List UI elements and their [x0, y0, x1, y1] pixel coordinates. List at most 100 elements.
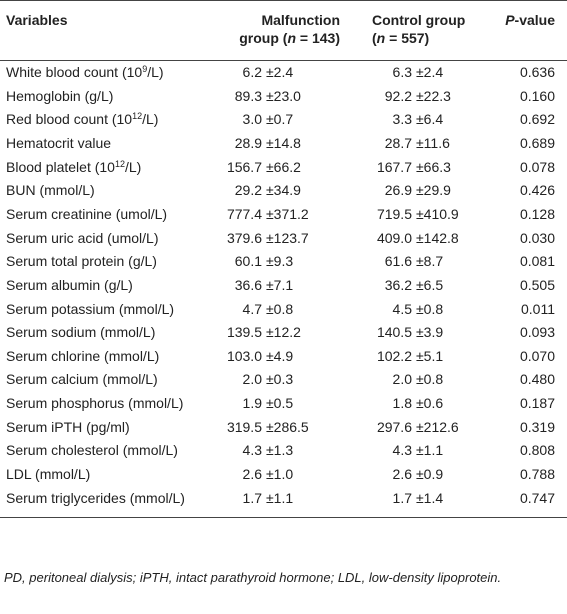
malfunction-sd: ±1.3 — [266, 442, 294, 459]
p-value: 0.692 — [519, 111, 555, 128]
control-sd: ±0.9 — [416, 466, 444, 483]
p-value: 0.505 — [519, 276, 555, 293]
malfunction-mean: 60.1 — [234, 253, 262, 270]
control-mean: 1.7 — [392, 489, 412, 506]
malfunction-sd: ±0.5 — [266, 395, 294, 412]
control-mean: 61.6 — [384, 253, 412, 270]
label-sup: 12 — [132, 111, 143, 122]
variable-label: Hemoglobin (g/L) — [6, 87, 113, 105]
control-sd: ±1.4 — [416, 489, 444, 506]
variable-label: Serum uric acid (umol/L) — [6, 229, 159, 247]
footnote: PD, peritoneal dialysis; iPTH, intact pa… — [4, 570, 502, 585]
control-sd: ±22.3 — [416, 87, 451, 104]
malfunction-mean: 379.6 — [226, 229, 262, 246]
malfunction-sd: ±23.0 — [266, 87, 301, 104]
malfunction-mean: 777.4 — [226, 205, 262, 222]
malfunction-sd: ±1.1 — [266, 489, 294, 506]
control-mean: 36.2 — [384, 276, 412, 293]
label-text: Serum potassium (mmol/L) — [6, 300, 175, 317]
control-sd: ±6.5 — [416, 276, 444, 293]
variable-label: BUN (mmol/L) — [6, 181, 95, 199]
rule-mid — [0, 60, 567, 61]
label-text: Hematocrit value — [6, 134, 112, 151]
malfunction-mean: 1.9 — [242, 395, 262, 412]
malfunction-sd: ±0.7 — [266, 111, 294, 128]
p-value: 0.160 — [519, 87, 555, 104]
control-mean: 4.3 — [392, 442, 412, 459]
control-sd: ±8.7 — [416, 253, 444, 270]
label-text: Serum phosphorus (mmol/L) — [6, 395, 184, 412]
control-sd: ±212.6 — [416, 418, 459, 435]
control-sd: ±29.9 — [416, 182, 451, 199]
p-value: 0.788 — [519, 466, 555, 483]
label-text: /L) — [142, 111, 159, 128]
control-mean: 1.8 — [392, 395, 412, 412]
malfunction-mean: 156.7 — [226, 158, 262, 175]
control-sd: ±1.1 — [416, 442, 444, 459]
p-value: 0.093 — [519, 324, 555, 341]
malfunction-sd: ±286.5 — [266, 418, 309, 435]
header-text: ( — [372, 30, 377, 46]
variable-label: White blood count (109/L) — [6, 63, 164, 81]
label-text: Serum chlorine (mmol/L) — [6, 347, 160, 364]
control-mean: 2.0 — [392, 371, 412, 388]
label-text: Serum calcium (mmol/L) — [6, 371, 158, 388]
variable-label: Blood platelet (1012/L) — [6, 158, 141, 176]
p-value: 0.128 — [519, 205, 555, 222]
control-mean: 4.5 — [392, 300, 412, 317]
label-sup: 9 — [142, 64, 148, 74]
control-mean: 26.9 — [384, 182, 412, 199]
label-sup: 12 — [114, 158, 125, 169]
label-text: White blood count (10 — [6, 64, 143, 80]
malfunction-mean: 139.5 — [226, 324, 262, 341]
p-value: 0.808 — [519, 442, 555, 459]
header-text: Malfunction — [261, 12, 340, 28]
malfunction-mean: 6.2 — [242, 64, 262, 80]
control-mean: 2.6 — [392, 466, 412, 483]
control-sd: ±410.9 — [416, 205, 459, 222]
control-sd: ±6.4 — [416, 111, 444, 128]
label-text: LDL (mmol/L) — [6, 466, 91, 483]
malfunction-mean: 2.6 — [242, 466, 262, 483]
control-mean: 167.7 — [376, 158, 412, 175]
malfunction-sd: ±34.9 — [266, 182, 301, 199]
variable-label: Serum calcium (mmol/L) — [6, 370, 158, 388]
header-text: group ( — [239, 30, 288, 46]
label-text: Serum creatinine (umol/L) — [6, 205, 168, 222]
header-text: n — [376, 30, 386, 46]
label-text: Serum iPTH (pg/ml) — [6, 418, 130, 435]
malfunction-mean: 4.7 — [242, 300, 262, 317]
header-control: Control group (n = 557) — [372, 11, 465, 47]
label-text: /L) — [124, 158, 142, 175]
variable-label: Serum total protein (g/L) — [6, 252, 157, 270]
malfunction-sd: ±371.2 — [266, 205, 309, 222]
p-value: 0.070 — [519, 347, 555, 364]
variable-label: Red blood count (1012/L) — [6, 110, 158, 128]
header-text: = 143) — [296, 30, 340, 46]
p-value: 0.426 — [519, 182, 555, 199]
header-text: n — [287, 30, 297, 46]
malfunction-mean: 103.0 — [226, 347, 262, 364]
variable-label: Serum albumin (g/L) — [6, 276, 133, 294]
label-text: Serum sodium (mmol/L) — [6, 324, 156, 341]
control-mean: 297.6 — [376, 418, 412, 435]
control-sd: ±5.1 — [416, 347, 444, 364]
label-text: /L) — [147, 64, 164, 80]
variable-label: Serum creatinine (umol/L) — [6, 205, 167, 223]
label-text: BUN (mmol/L) — [6, 182, 95, 199]
variable-label: Serum phosphorus (mmol/L) — [6, 394, 183, 412]
malfunction-sd: ±2.4 — [266, 64, 294, 80]
control-sd: ±11.6 — [416, 134, 450, 151]
label-text: Red blood count (10 — [6, 111, 133, 128]
malfunction-sd: ±0.3 — [266, 371, 294, 388]
malfunction-mean: 319.5 — [226, 418, 262, 435]
p-value: 0.081 — [519, 253, 555, 270]
malfunction-mean: 36.6 — [234, 276, 262, 293]
label-text: Hemoglobin (g/L) — [6, 87, 114, 104]
label-text: Serum triglycerides (mmol/L) — [6, 489, 185, 506]
p-value: 0.078 — [519, 158, 555, 175]
control-sd: ±66.3 — [416, 158, 451, 175]
malfunction-sd: ±123.7 — [266, 229, 309, 246]
header-variables: Variables — [6, 12, 68, 28]
control-sd: ±2.4 — [416, 64, 444, 80]
